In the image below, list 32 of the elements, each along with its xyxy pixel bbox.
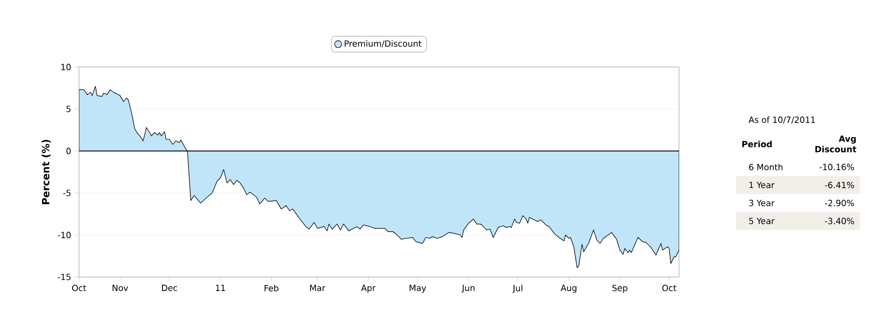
y-tick-label: 10 [61, 64, 71, 70]
category-label: 6 Month [749, 164, 782, 170]
x-tick-label: Jun [462, 284, 474, 293]
x-tick-label: Feb [264, 284, 278, 292]
x-tick-label: Aug [560, 284, 576, 293]
x-tick-label: Oct [72, 284, 86, 292]
y-axis-title: Percent (%) [42, 140, 51, 204]
y-tick-label: -5 [63, 190, 70, 196]
y-tick-label: 5 [66, 106, 70, 112]
x-tick-label: Sep [612, 284, 628, 293]
text: As of 10/7/2011 [748, 116, 815, 124]
x-tick-label: Apr [361, 284, 376, 293]
category-label: 1 Year [749, 182, 775, 188]
y-tick-label: 0 [66, 148, 71, 154]
x-tick-label: Nov [112, 284, 128, 292]
text: -2.90% [824, 200, 854, 206]
y-tick-label: -10 [58, 232, 71, 238]
text: -6.41% [824, 182, 854, 188]
x-tick-label: Dec [162, 284, 178, 292]
x-tick-label: Mar [310, 284, 326, 292]
legend-label: Premium/Discount [344, 40, 422, 48]
y-tick-label: -15 [58, 274, 70, 280]
text: Period [742, 140, 772, 148]
category-label: 3 Year [749, 200, 775, 206]
x-tick-label: 11 [216, 284, 225, 291]
x-tick-label: May [410, 284, 426, 293]
x-tick-label: Oct [662, 284, 676, 292]
text: -3.40% [824, 218, 854, 224]
text: -10.16% [820, 164, 854, 170]
category-label: 5 Year [749, 218, 775, 224]
x-tick-label: Jul [512, 284, 522, 293]
text: Avg Discount [815, 136, 856, 152]
